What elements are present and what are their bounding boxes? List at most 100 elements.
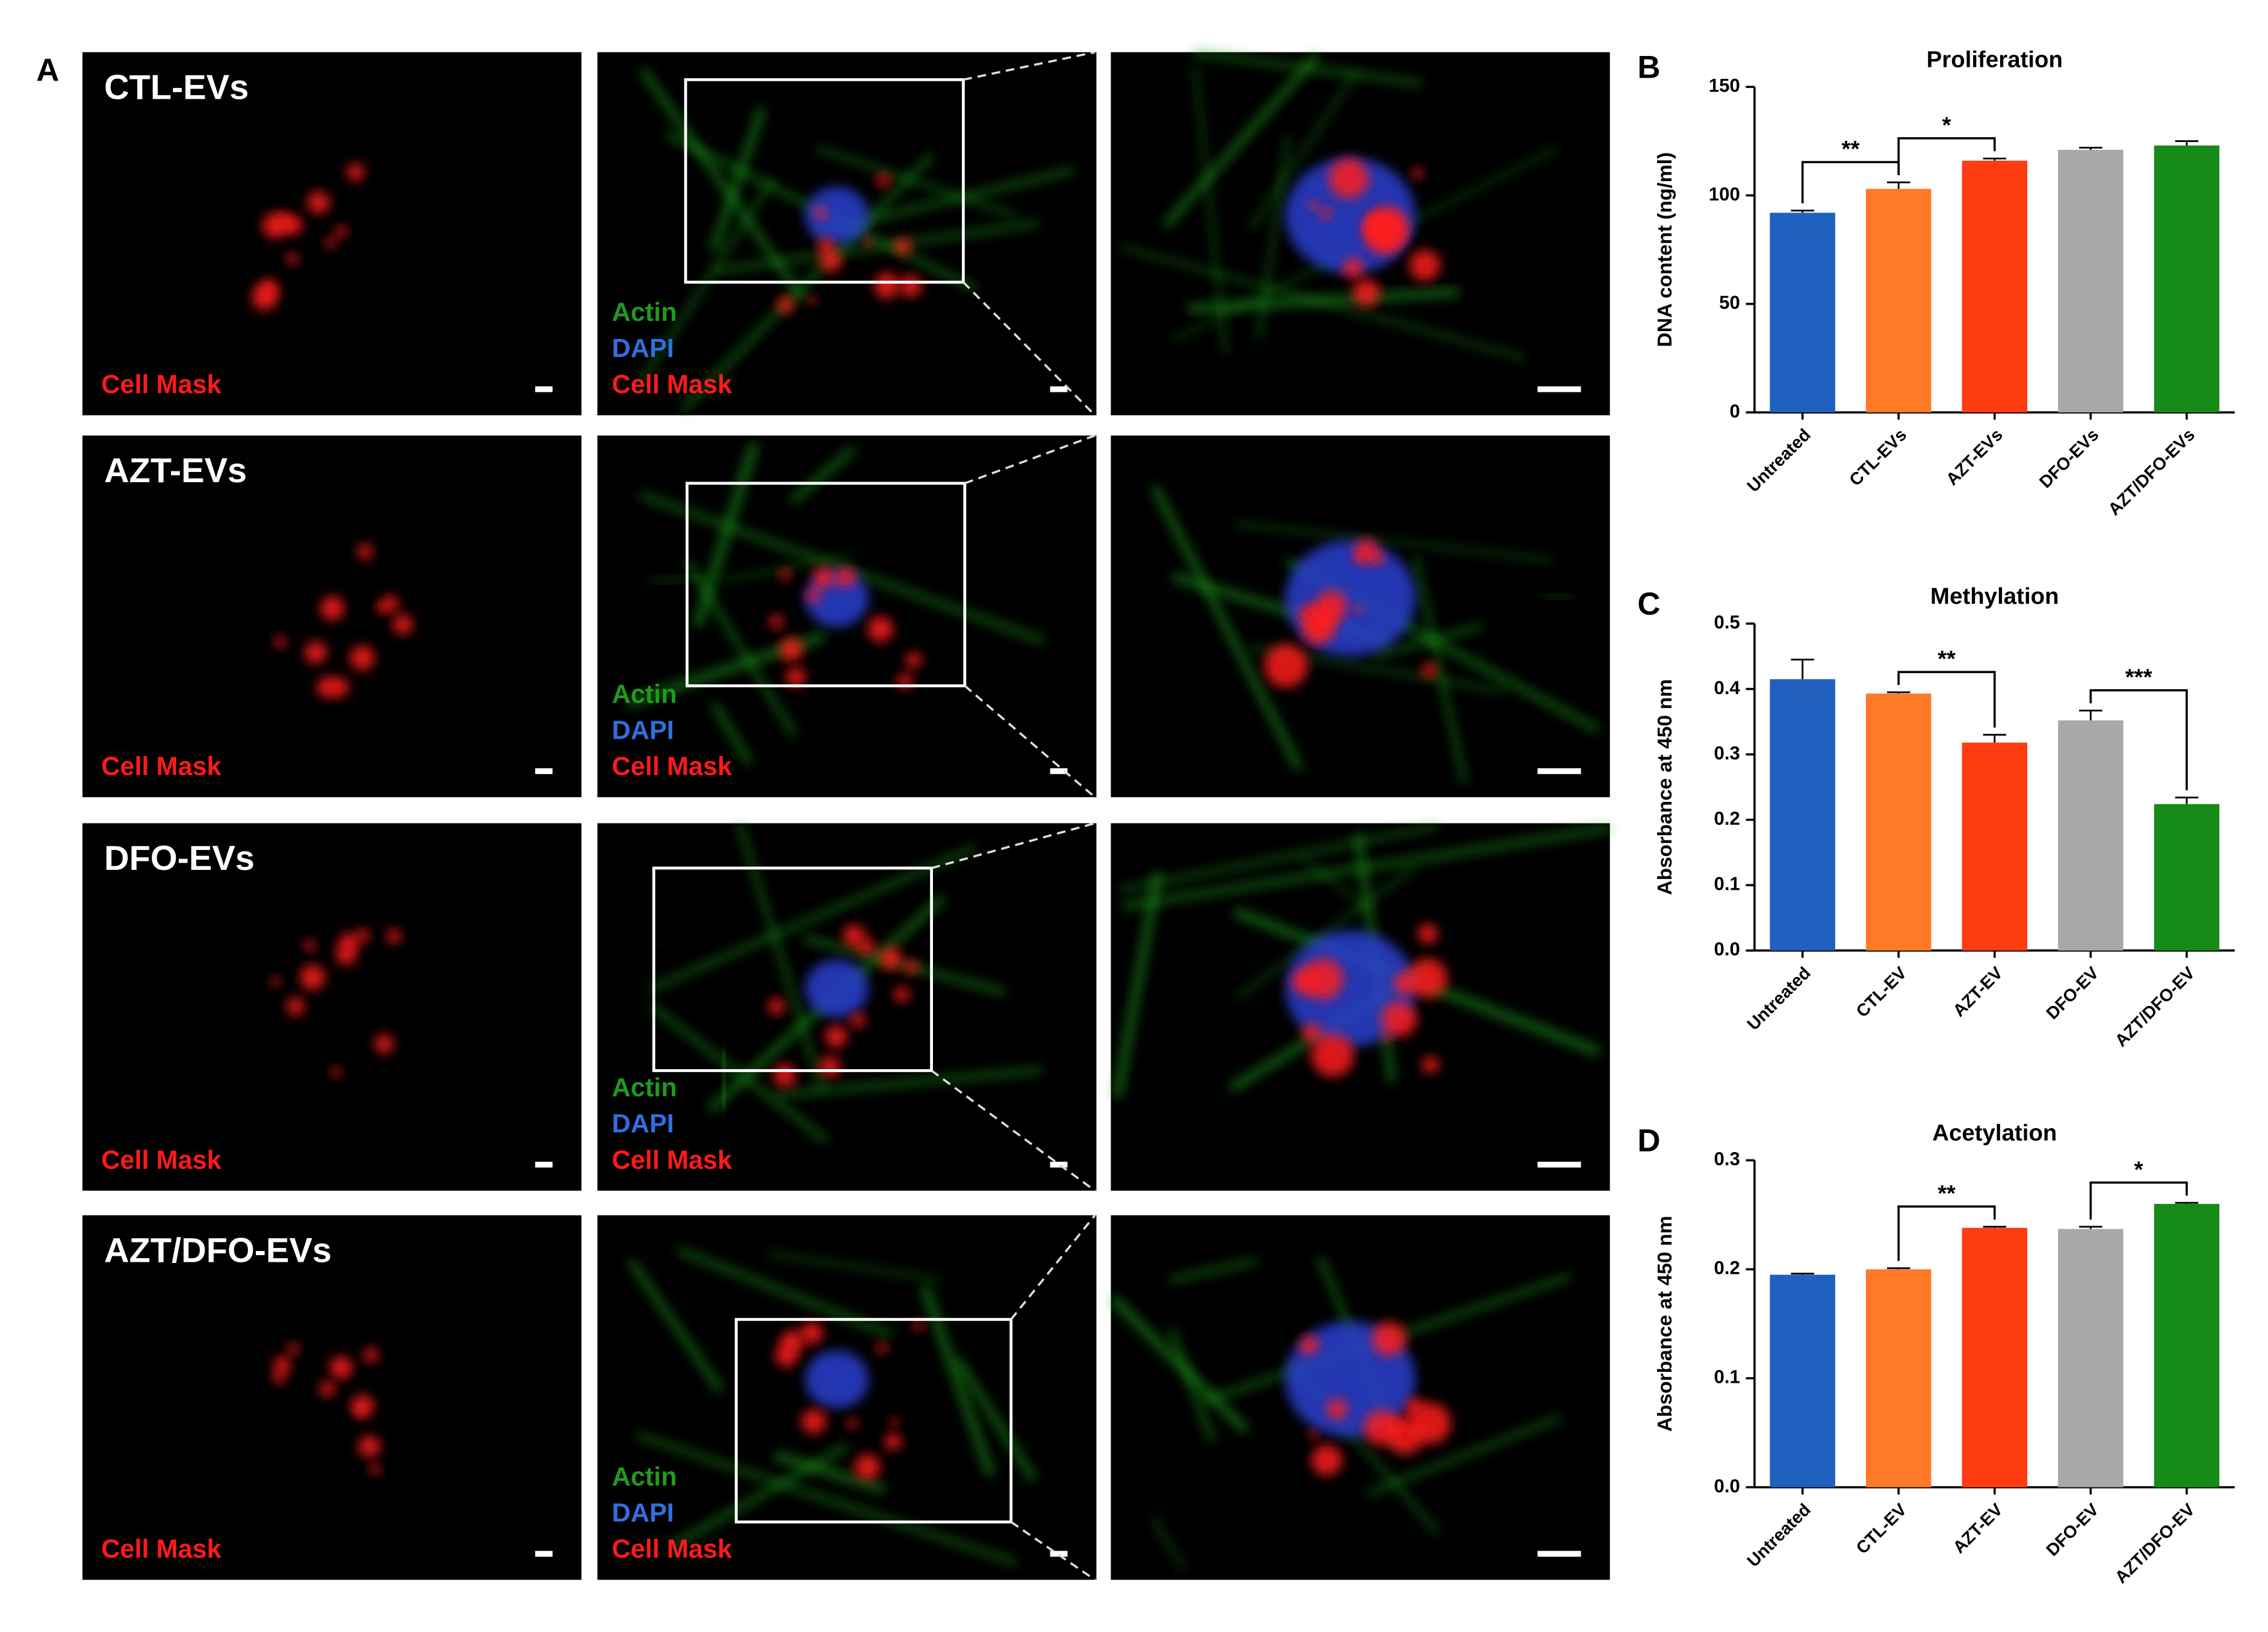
panel-label: B [1637, 49, 1660, 85]
ev-spot [374, 1034, 394, 1053]
stain-label: DAPI [612, 334, 674, 363]
ev-spot [1409, 249, 1440, 281]
stain-label: DAPI [612, 1499, 674, 1528]
y-tick-label: 0.2 [1714, 808, 1740, 829]
scale-bar [1537, 386, 1581, 392]
ev-spot [325, 237, 336, 248]
ev-spot [1302, 1023, 1322, 1042]
bar [2154, 804, 2220, 951]
ev-spot [305, 641, 327, 664]
ev-spot [370, 1463, 380, 1475]
stain-label: Cell Mask [101, 752, 222, 781]
ev-spot [335, 226, 347, 238]
ev-spot [317, 677, 337, 698]
ev-spot [913, 1320, 924, 1331]
scale-bar [535, 1551, 553, 1557]
ev-spot [876, 1342, 888, 1354]
stain-label: Actin [612, 680, 677, 709]
ev-spot [867, 616, 893, 642]
actin-fiber [1168, 1257, 1258, 1283]
significance-label: ** [1938, 646, 1956, 672]
ev-spot [355, 1406, 365, 1416]
y-axis-label: Absorbance at 450 nm [1654, 679, 1676, 895]
ev-spot [814, 206, 827, 220]
micrograph [82, 823, 582, 1191]
ev-spot [1311, 1034, 1354, 1077]
ev-spot [287, 253, 299, 265]
ev-spot [800, 1321, 823, 1344]
y-tick-label: 0.3 [1714, 1149, 1740, 1170]
actin-fiber [1109, 1294, 1250, 1435]
ev-spot [1315, 591, 1348, 623]
ev-spot [1372, 552, 1384, 565]
ev-spot [1381, 1001, 1417, 1037]
actin-fiber [1112, 871, 1162, 1099]
y-tick-label: 0 [1730, 400, 1740, 421]
y-tick-label: 150 [1709, 75, 1740, 96]
ev-spot [843, 925, 866, 948]
actin-fiber [714, 220, 1040, 275]
significance-bracket [1897, 1205, 1996, 1261]
stain-label: Cell Mask [101, 370, 222, 399]
bar [2058, 149, 2124, 413]
actin-fiber [1236, 865, 1417, 999]
condition-label: AZT/DFO-EVs [104, 1231, 332, 1270]
ev-spot [1309, 200, 1319, 211]
micrograph-texture [626, 442, 1045, 766]
micrograph-texture [273, 1343, 380, 1475]
y-tick-label: 0.4 [1714, 677, 1740, 698]
ev-spot [1422, 1056, 1439, 1073]
ev-spot [894, 238, 911, 255]
bar [1866, 693, 1932, 951]
micrograph-texture [252, 163, 365, 311]
ev-spot [1299, 1335, 1319, 1355]
y-tick-label: 0.1 [1714, 873, 1740, 895]
micrograph [82, 1215, 582, 1580]
nucleus [805, 1350, 869, 1409]
actin-fiber [653, 942, 671, 946]
micrograph-texture [1112, 824, 1610, 1099]
nucleus [1285, 540, 1416, 656]
condition-label: CTL-EVs [104, 68, 249, 107]
zoom-box [686, 482, 967, 687]
ev-spot [820, 250, 842, 271]
significance-bracket [2089, 689, 2188, 790]
actin-fiber [1150, 1515, 1185, 1571]
ev-spot [1380, 1032, 1390, 1042]
chart-title: Acetylation [1932, 1120, 2057, 1146]
ev-spot [817, 238, 834, 255]
actin-fiber [649, 575, 709, 584]
y-tick-label: 0.0 [1714, 1475, 1740, 1497]
ev-spot [806, 588, 821, 603]
actin-fiber [1234, 522, 1555, 562]
ev-spot [779, 638, 803, 662]
ev-spot [252, 285, 277, 311]
ev-spot [768, 998, 785, 1015]
ev-spot [825, 1025, 847, 1047]
actin-fiber [722, 553, 852, 583]
significance-label: * [2134, 1156, 2143, 1182]
ev-spot [1372, 1321, 1407, 1356]
scale-bar [1537, 1551, 1581, 1557]
y-tick-label: 0.3 [1714, 742, 1740, 763]
ev-spot [1363, 1410, 1399, 1446]
scale-bar [1050, 1551, 1068, 1557]
bar [1866, 188, 1932, 413]
y-tick-label: 0.2 [1714, 1258, 1740, 1279]
zoom-guide [1010, 1214, 1096, 1320]
ev-spot [769, 615, 784, 628]
zoom-guide [964, 434, 1095, 485]
ev-spot [1389, 1418, 1402, 1432]
ev-spot [1408, 958, 1448, 998]
actin-fiber [1121, 245, 1526, 361]
ev-spot [358, 1435, 380, 1457]
zoom-guide [931, 1069, 1096, 1192]
bar [1866, 1269, 1932, 1488]
zoom-box [684, 78, 965, 284]
actin-fiber [789, 445, 857, 505]
ev-spot [801, 1409, 826, 1434]
stain-label: Cell Mask [101, 1535, 222, 1564]
ev-spot [786, 667, 806, 687]
significance-label: ** [1938, 1181, 1956, 1206]
stain-label: DAPI [612, 716, 674, 745]
